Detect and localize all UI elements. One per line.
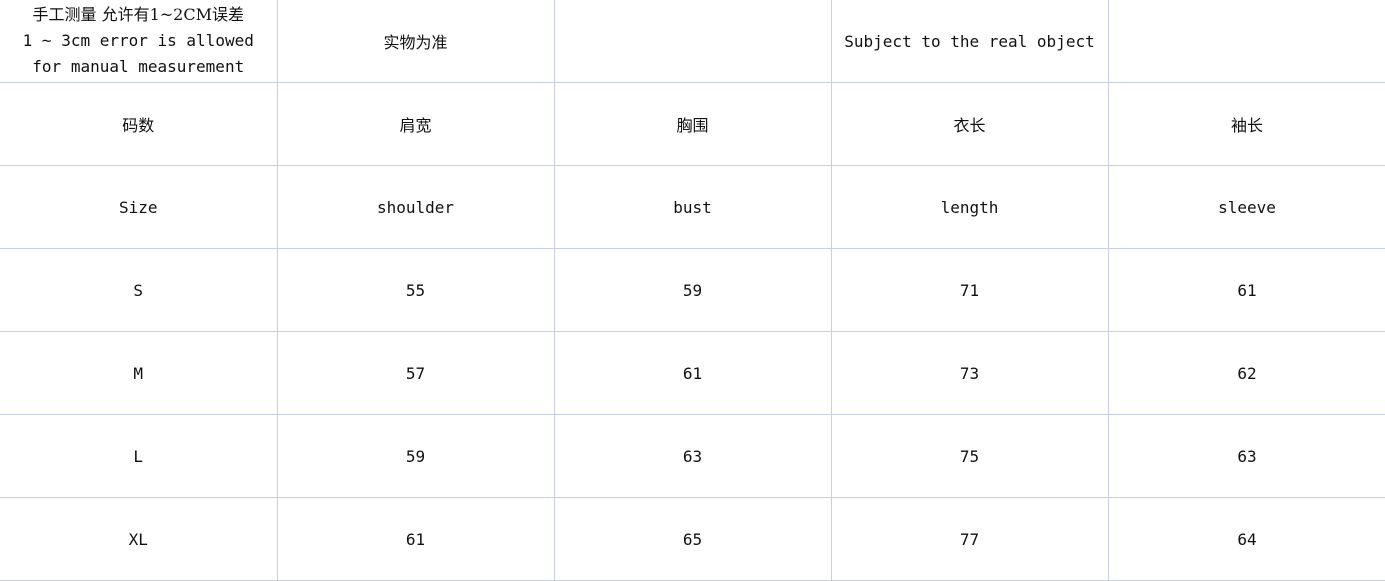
value-cell: 63 [553, 414, 832, 498]
value-cell: 57 [276, 331, 555, 415]
table-row: S 55 59 71 61 [0, 248, 1385, 332]
value-cell: 73 [830, 331, 1109, 415]
value-cell: 61 [1107, 248, 1385, 332]
size-cell: L [0, 414, 278, 498]
size-cell: XL [0, 497, 278, 581]
label-cell: 肩宽 [276, 82, 555, 166]
label-cell: length [830, 165, 1109, 249]
value-cell: 61 [276, 497, 555, 581]
label-cell: Size [0, 165, 278, 249]
value-cell: 75 [830, 414, 1109, 498]
value-cell: 65 [553, 497, 832, 581]
measurement-note: 手工测量 允许有1~2CM误差 1 ~ 3cm error is allowed… [0, 0, 278, 83]
label-cell: shoulder [276, 165, 555, 249]
header-cell [553, 0, 832, 83]
value-cell: 71 [830, 248, 1109, 332]
note-line-en-1: 1 ~ 3cm error is allowed [22, 31, 254, 50]
value-cell: 55 [276, 248, 555, 332]
label-cell: sleeve [1107, 165, 1385, 249]
note-line-en-2: for manual measurement [32, 57, 245, 76]
value-cell: 62 [1107, 331, 1385, 415]
value-cell: 59 [276, 414, 555, 498]
label-cell: 袖长 [1107, 82, 1385, 166]
value-cell: 63 [1107, 414, 1385, 498]
label-cell: 码数 [0, 82, 278, 166]
table-row: M 57 61 73 62 [0, 331, 1385, 415]
header-cell: 实物为准 [276, 0, 555, 83]
label-cell: 衣长 [830, 82, 1109, 166]
value-cell: 64 [1107, 497, 1385, 581]
value-cell: 59 [553, 248, 832, 332]
label-cell: bust [553, 165, 832, 249]
size-cell: M [0, 331, 278, 415]
header-cell [1107, 0, 1385, 83]
header-cell: Subject to the real object [830, 0, 1109, 83]
size-cell: S [0, 248, 278, 332]
value-cell: 77 [830, 497, 1109, 581]
header-row: 手工测量 允许有1~2CM误差 1 ~ 3cm error is allowed… [0, 0, 1385, 83]
label-cell: 胸围 [553, 82, 832, 166]
table-row: L 59 63 75 63 [0, 414, 1385, 498]
note-line-cn: 手工测量 允许有1~2CM误差 [32, 5, 244, 24]
value-cell: 61 [553, 331, 832, 415]
label-row-en: Size shoulder bust length sleeve [0, 165, 1385, 249]
table-row: XL 61 65 77 64 [0, 497, 1385, 581]
label-row-cn: 码数 肩宽 胸围 衣长 袖长 [0, 82, 1385, 166]
